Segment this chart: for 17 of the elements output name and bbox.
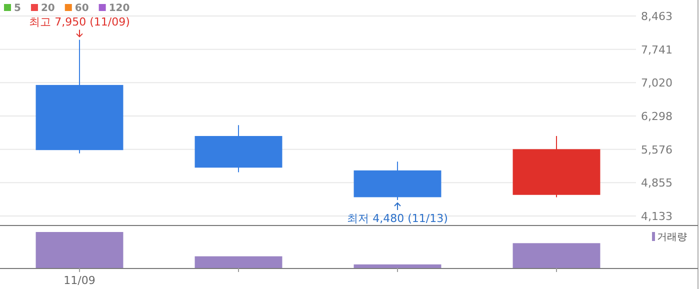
ytick: 5,576 bbox=[641, 143, 672, 156]
xtick: 11/09 bbox=[64, 274, 96, 287]
legend-label: 60 bbox=[74, 3, 89, 14]
ytick: 4,855 bbox=[641, 176, 672, 190]
ytick: 8,463 bbox=[641, 10, 672, 23]
legend-label: 거래량 bbox=[657, 232, 687, 243]
annotation: 최고 7,950 (11/09) bbox=[29, 16, 130, 29]
ytick: 7,020 bbox=[641, 76, 672, 90]
annotation: 최저 4,480 (11/13) bbox=[347, 212, 448, 225]
legend-label: 5 bbox=[14, 3, 21, 14]
ytick: 7,741 bbox=[641, 43, 672, 56]
ytick: 4,133 bbox=[641, 210, 672, 223]
ytick: 6,298 bbox=[641, 110, 672, 123]
legend-label: 120 bbox=[108, 3, 130, 14]
legend-label: 20 bbox=[40, 3, 55, 14]
annotation: 최고 7,950 (11/09) bbox=[29, 16, 130, 38]
annotation: 최저 4,480 (11/13) bbox=[347, 202, 448, 225]
